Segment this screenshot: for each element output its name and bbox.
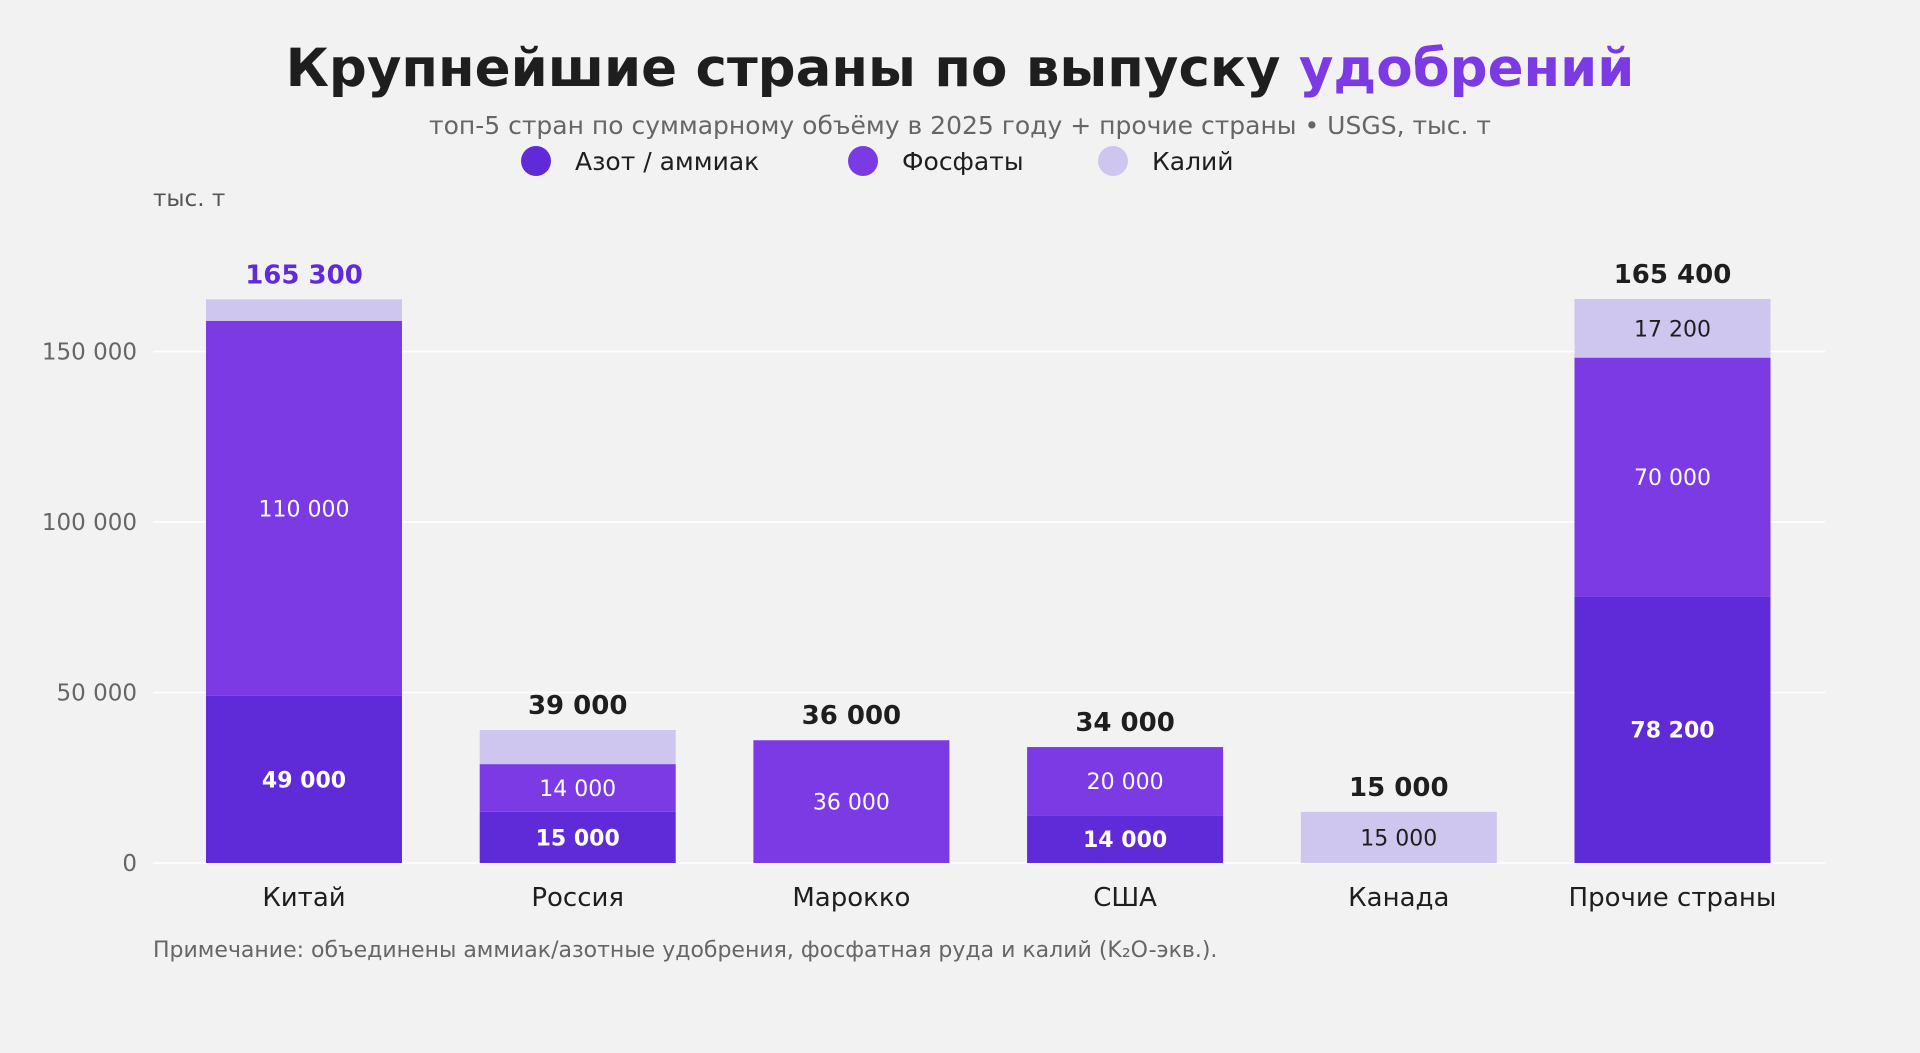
total-label: 165 300 <box>245 260 363 290</box>
segment-label: 15 000 <box>1360 826 1437 851</box>
y-tick-label: 0 <box>122 851 137 877</box>
x-tick-label: Марокко <box>792 883 910 913</box>
total-label: 34 000 <box>1075 708 1175 738</box>
legend-label: Калий <box>1152 146 1234 176</box>
x-tick-label: Россия <box>531 883 624 913</box>
segment-label: 17 200 <box>1634 317 1711 342</box>
bar-segment-phosphate <box>479 764 676 812</box>
total-label: 39 000 <box>528 691 628 721</box>
segment-label: 49 000 <box>262 768 346 793</box>
legend-item-phosphate: Фосфаты <box>848 146 1024 176</box>
segment-label: 70 000 <box>1634 466 1711 491</box>
bar-segment-potash <box>1300 811 1497 863</box>
legend-item-nitrogen: Азот / аммиак <box>521 146 759 176</box>
bar-segment-nitrogen <box>206 695 402 863</box>
legend-label: Азот / аммиак <box>575 146 760 176</box>
x-tick-label: Прочие страны <box>1569 883 1777 913</box>
segment-label: 36 000 <box>813 791 890 816</box>
segment-label: 14 000 <box>1083 828 1167 853</box>
y-axis-unit: тыс. т <box>153 186 226 212</box>
total-label: 165 400 <box>1614 260 1732 290</box>
title-accent: удобрений <box>1298 38 1635 99</box>
bar-segment-phosphate <box>1027 747 1224 816</box>
total-label: 36 000 <box>802 701 902 731</box>
legend-item-potash: Калий <box>1098 146 1234 176</box>
segment-label: 20 000 <box>1087 770 1164 795</box>
bar-segment-phosphate <box>206 320 402 696</box>
legend: Азот / аммиак Фосфаты Калий <box>0 146 1920 180</box>
legend-label: Фосфаты <box>902 146 1024 176</box>
y-tick-label: 100 000 <box>42 510 137 536</box>
segment-label: 78 200 <box>1630 719 1714 744</box>
x-tick-label: США <box>1093 883 1157 913</box>
bar-segment-phosphate <box>753 740 950 863</box>
legend-swatch-phosphate <box>848 146 878 176</box>
y-tick-label: 150 000 <box>42 340 137 366</box>
bar-segment-potash <box>479 730 676 765</box>
legend-swatch-potash <box>1098 146 1128 176</box>
segment-label: 110 000 <box>259 497 350 522</box>
bar-segment-potash <box>206 299 402 321</box>
y-tick-label: 50 000 <box>57 681 137 707</box>
bar-segment-nitrogen <box>1027 815 1224 863</box>
chart-title: Крупнейшие страны по выпуску удобрений <box>0 38 1920 99</box>
segment-label: 15 000 <box>536 826 620 851</box>
chart-note: Примечание: объединены аммиак/азотные уд… <box>153 938 1218 963</box>
title-main: Крупнейшие страны по выпуску <box>285 38 1281 99</box>
bar-segment-phosphate <box>1574 357 1771 597</box>
bar-segment-nitrogen <box>1574 596 1771 863</box>
bar-segment-potash <box>1574 298 1771 358</box>
x-tick-label: Китай <box>262 883 345 913</box>
total-label: 15 000 <box>1349 773 1449 803</box>
bar-segment-nitrogen <box>479 811 676 863</box>
segment-label: 14 000 <box>539 777 616 802</box>
chart-subtitle: топ-5 стран по суммарному объёму в 2025 … <box>429 111 1491 140</box>
x-tick-label: Канада <box>1348 883 1449 913</box>
legend-swatch-nitrogen <box>521 146 551 176</box>
